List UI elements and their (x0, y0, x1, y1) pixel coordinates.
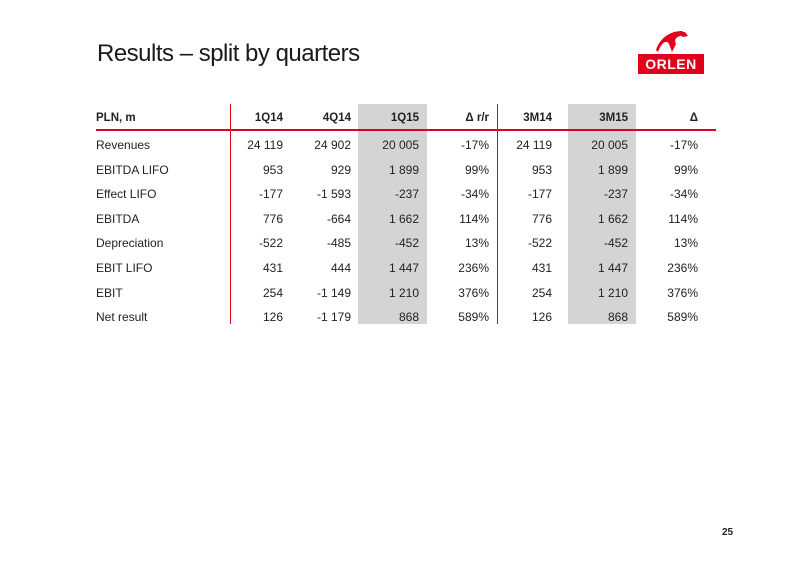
table-cell: -522 (527, 236, 552, 251)
table-cell: -237 (603, 187, 628, 202)
divider-left (230, 104, 231, 324)
table-cell: -177 (527, 187, 552, 202)
table-cell: 589% (667, 310, 698, 325)
table-cell: 24 119 (516, 138, 552, 152)
table-cell: -34% (669, 187, 698, 202)
page-title: Results – split by quarters (97, 40, 360, 67)
column-header: 3M15 (599, 112, 628, 124)
table-cell: 431 (531, 261, 552, 275)
table-cell: 1 447 (388, 261, 419, 275)
table-row: Net result 126 -1 179 868 589% 126 868 589% (96, 307, 716, 327)
column-header: Δ r/r (465, 112, 489, 124)
table-cell: -1 179 (316, 310, 351, 325)
table-cell: -1 149 (316, 285, 351, 300)
table-row: EBITDA LIFO 953 929 1 899 99% 953 1 899 99% (96, 160, 716, 180)
table-cell: 431 (262, 261, 283, 275)
column-header: 1Q15 (390, 112, 419, 124)
column-header: 3M14 (523, 112, 552, 124)
table-cell: 13% (464, 236, 489, 251)
table-cell: 376% (458, 285, 489, 300)
table-cell: 126 (262, 310, 283, 325)
table-cell: 1 662 (388, 211, 419, 226)
table-cell: 589% (458, 310, 489, 325)
table-cell: 114% (459, 211, 489, 226)
row-label: Depreciation (96, 236, 164, 251)
table-cell: 776 (262, 211, 283, 226)
table-row: EBIT LIFO 431 444 1 447 236% 431 1 447 236% (96, 258, 716, 278)
table-cell: 1 899 (597, 162, 628, 177)
table-header: PLN, m 1Q14 4Q14 1Q15 Δ r/r 3M14 3M15 Δ (96, 108, 716, 128)
table-cell: -452 (603, 236, 628, 251)
table-cell: 20 005 (591, 138, 628, 152)
row-label: EBITDA (96, 211, 140, 226)
divider-right (497, 104, 498, 324)
column-header-unit: PLN, m (96, 112, 136, 124)
table-cell: 99% (673, 162, 698, 177)
table-cell: -452 (394, 236, 419, 251)
column-header: 1Q14 (254, 112, 283, 124)
table-cell: -485 (326, 236, 351, 251)
column-header: Δ (689, 112, 698, 124)
table-cell: 776 (531, 211, 552, 226)
table-cell: 953 (531, 162, 552, 177)
table-cell: 24 902 (314, 138, 351, 152)
table-row: Revenues 24 119 24 902 20 005 -17% 24 119 20 0… (96, 135, 716, 155)
table-cell: 126 (531, 310, 552, 325)
table-cell: 114% (668, 211, 698, 226)
row-label: Net result (96, 310, 148, 325)
table-cell: 929 (330, 162, 351, 177)
table-cell: 236% (667, 261, 698, 275)
table-cell: -17% (669, 138, 698, 152)
table-cell: -17% (460, 138, 489, 152)
table-cell: 254 (262, 285, 283, 300)
row-label: EBITDA LIFO (96, 162, 169, 177)
table-cell: 1 210 (597, 285, 628, 300)
table-cell: 868 (607, 310, 628, 325)
table-cell: 13% (673, 236, 698, 251)
orlen-logo: ORLEN (638, 28, 704, 82)
table-row: Depreciation -522 -485 -452 13% -522 -452 13% (96, 233, 716, 253)
eagle-icon (656, 31, 688, 52)
column-header: 4Q14 (322, 112, 351, 124)
table-cell: 376% (667, 285, 698, 300)
logo-wordmark: ORLEN (638, 54, 704, 74)
table-cell: -664 (326, 211, 351, 226)
table-cell: 20 005 (382, 138, 419, 152)
row-label: EBIT (96, 285, 123, 300)
table-cell: 1 447 (597, 261, 628, 275)
row-label: EBIT LIFO (96, 261, 153, 275)
table-row: Effect LIFO -177 -1 593 -237 -34% -177 -237 -34… (96, 184, 716, 204)
table-cell: 1 662 (597, 211, 628, 226)
table-cell: 236% (458, 261, 489, 275)
table-row: EBITDA 776 -664 1 662 114% 776 1 662 114% (96, 209, 716, 229)
table-cell: 953 (262, 162, 283, 177)
table-cell: 868 (398, 310, 419, 325)
highlight-column-3m15 (568, 104, 636, 324)
table-cell: -34% (460, 187, 489, 202)
table-row: EBIT 254 -1 149 1 210 376% 254 1 210 376% (96, 283, 716, 303)
table-cell: 24 119 (247, 138, 283, 152)
table-cell: 1 899 (388, 162, 419, 177)
table-cell: -522 (258, 236, 283, 251)
row-label: Revenues (96, 138, 151, 152)
table-cell: -237 (394, 187, 419, 202)
header-underline (96, 129, 716, 131)
table-cell: 1 210 (388, 285, 419, 300)
highlight-column-1q15 (358, 104, 427, 324)
table-cell: -1 593 (316, 187, 351, 202)
row-label: Effect LIFO (96, 187, 157, 202)
table-cell: 444 (330, 261, 351, 275)
table-cell: 99% (464, 162, 489, 177)
table-cell: 254 (531, 285, 552, 300)
table-cell: -177 (258, 187, 283, 202)
page-number: 25 (722, 527, 734, 538)
